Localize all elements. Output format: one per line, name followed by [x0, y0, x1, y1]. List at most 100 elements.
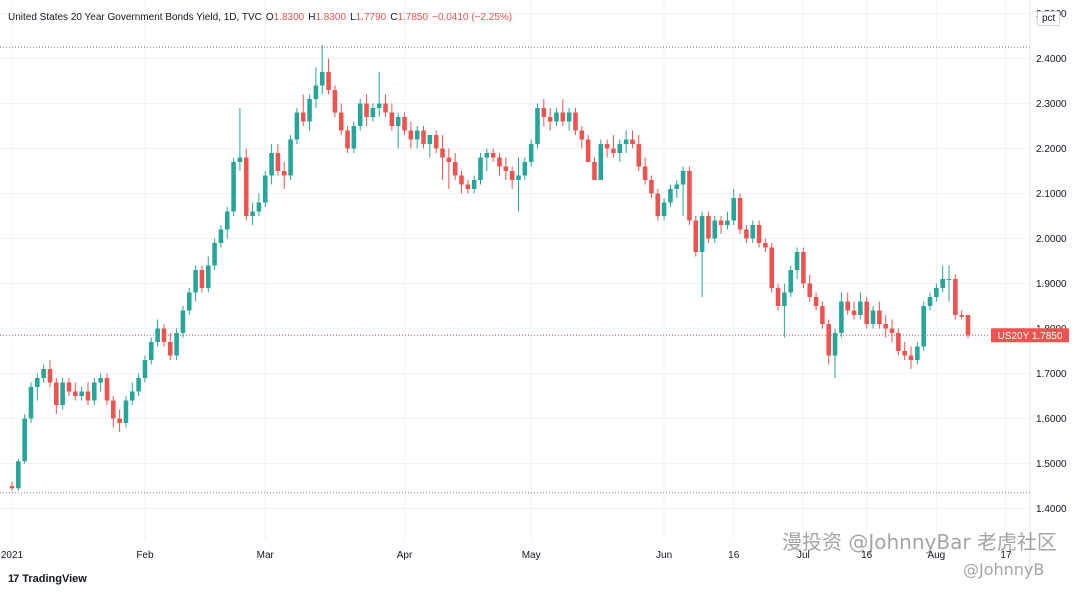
candle-body — [554, 112, 559, 122]
candle-body — [744, 229, 749, 239]
candle-up — [934, 283, 939, 302]
candle-down — [326, 58, 331, 95]
candle-body — [889, 328, 895, 333]
candle-body — [383, 103, 388, 113]
candle-body — [465, 184, 471, 189]
candle-body — [782, 292, 787, 306]
candle-up — [674, 180, 680, 198]
candle-body — [35, 378, 40, 387]
candle-body — [921, 306, 926, 347]
candle-up — [155, 319, 160, 347]
candle-body — [319, 72, 325, 86]
candle-down — [9, 481, 15, 491]
candle-down — [459, 171, 464, 194]
candle-down — [199, 265, 205, 293]
candle-body — [687, 171, 692, 221]
candle-body — [953, 279, 958, 315]
y-tick-label: 2.2000 — [1036, 144, 1067, 155]
candle-down — [649, 175, 654, 198]
candle-down — [275, 144, 281, 176]
candle-body — [256, 202, 262, 212]
y-tick-label: 1.9000 — [1036, 279, 1067, 290]
candle-body — [338, 112, 344, 131]
candle-body — [560, 112, 566, 122]
candle-body — [940, 279, 945, 288]
candle-body — [421, 130, 426, 144]
candle-body — [535, 108, 540, 144]
candle-up — [427, 135, 433, 158]
candle-up — [319, 45, 325, 95]
candle-body — [167, 342, 173, 356]
candle-up — [535, 103, 540, 149]
candle-up — [414, 126, 420, 149]
candle-down — [896, 328, 901, 356]
candle-body — [541, 108, 547, 117]
candle-down — [573, 108, 578, 135]
candle-up — [668, 184, 673, 207]
candle-body — [395, 117, 401, 126]
legend-header: United States 20 Year Government Bonds Y… — [8, 12, 512, 23]
y-tick-label: 1.7000 — [1036, 369, 1067, 380]
y-tick-label: 2.4000 — [1036, 54, 1067, 65]
candle-down — [655, 189, 661, 221]
candle-up — [79, 387, 84, 401]
candle-up — [35, 373, 40, 401]
candle-down — [585, 135, 591, 162]
candle-up — [522, 157, 528, 180]
candle-body — [111, 400, 116, 419]
candle-body — [54, 382, 59, 405]
candle-up — [915, 342, 920, 365]
candle-up — [782, 283, 787, 338]
candle-body — [794, 252, 800, 270]
candle-up — [22, 414, 27, 464]
candle-body — [832, 333, 838, 356]
candle-down — [47, 360, 53, 387]
candle-body — [332, 90, 338, 113]
candle-down — [54, 378, 59, 414]
candle-body — [376, 103, 382, 108]
candle-down — [338, 103, 344, 135]
candle-body — [389, 112, 395, 126]
candle-body — [193, 270, 198, 293]
candle-body — [845, 301, 850, 311]
candle-up — [16, 459, 21, 491]
candle-down — [953, 274, 958, 320]
candle-body — [617, 144, 623, 153]
candle-body — [725, 220, 730, 225]
candle-down — [332, 85, 338, 117]
candle-body — [446, 157, 452, 162]
candle-up — [231, 157, 236, 216]
candle-up — [858, 292, 863, 320]
candle-body — [142, 360, 148, 378]
candle-up — [92, 378, 97, 405]
high-label: H — [308, 12, 316, 23]
last-price-tag: US20Y 1.7850 — [991, 328, 1069, 343]
candle-body — [180, 310, 186, 333]
candle-body — [813, 297, 819, 306]
candle-down — [718, 216, 724, 234]
candle-up — [351, 121, 357, 153]
candle-up — [60, 378, 65, 410]
candle-body — [655, 193, 661, 216]
unit-label[interactable]: pct — [1037, 11, 1061, 26]
candle-up — [41, 364, 46, 383]
tradingview-logo[interactable]: 17 TradingView — [8, 573, 87, 585]
candle-down — [541, 99, 547, 126]
candle-body — [218, 229, 224, 243]
candle-body — [149, 342, 154, 360]
candle-body — [902, 351, 907, 356]
candle-down — [845, 292, 850, 315]
candle-down — [813, 292, 819, 311]
candle-body — [820, 306, 825, 324]
candle-up — [832, 328, 838, 378]
candle-down — [161, 324, 167, 347]
candle-body — [22, 418, 27, 462]
candles — [9, 45, 971, 491]
candle-down — [389, 103, 395, 131]
candle-body — [73, 391, 78, 396]
candle-body — [224, 211, 230, 230]
close-value: 1.7850 — [397, 12, 429, 23]
candle-body — [598, 144, 604, 180]
x-tick-label: Jun — [656, 550, 672, 561]
